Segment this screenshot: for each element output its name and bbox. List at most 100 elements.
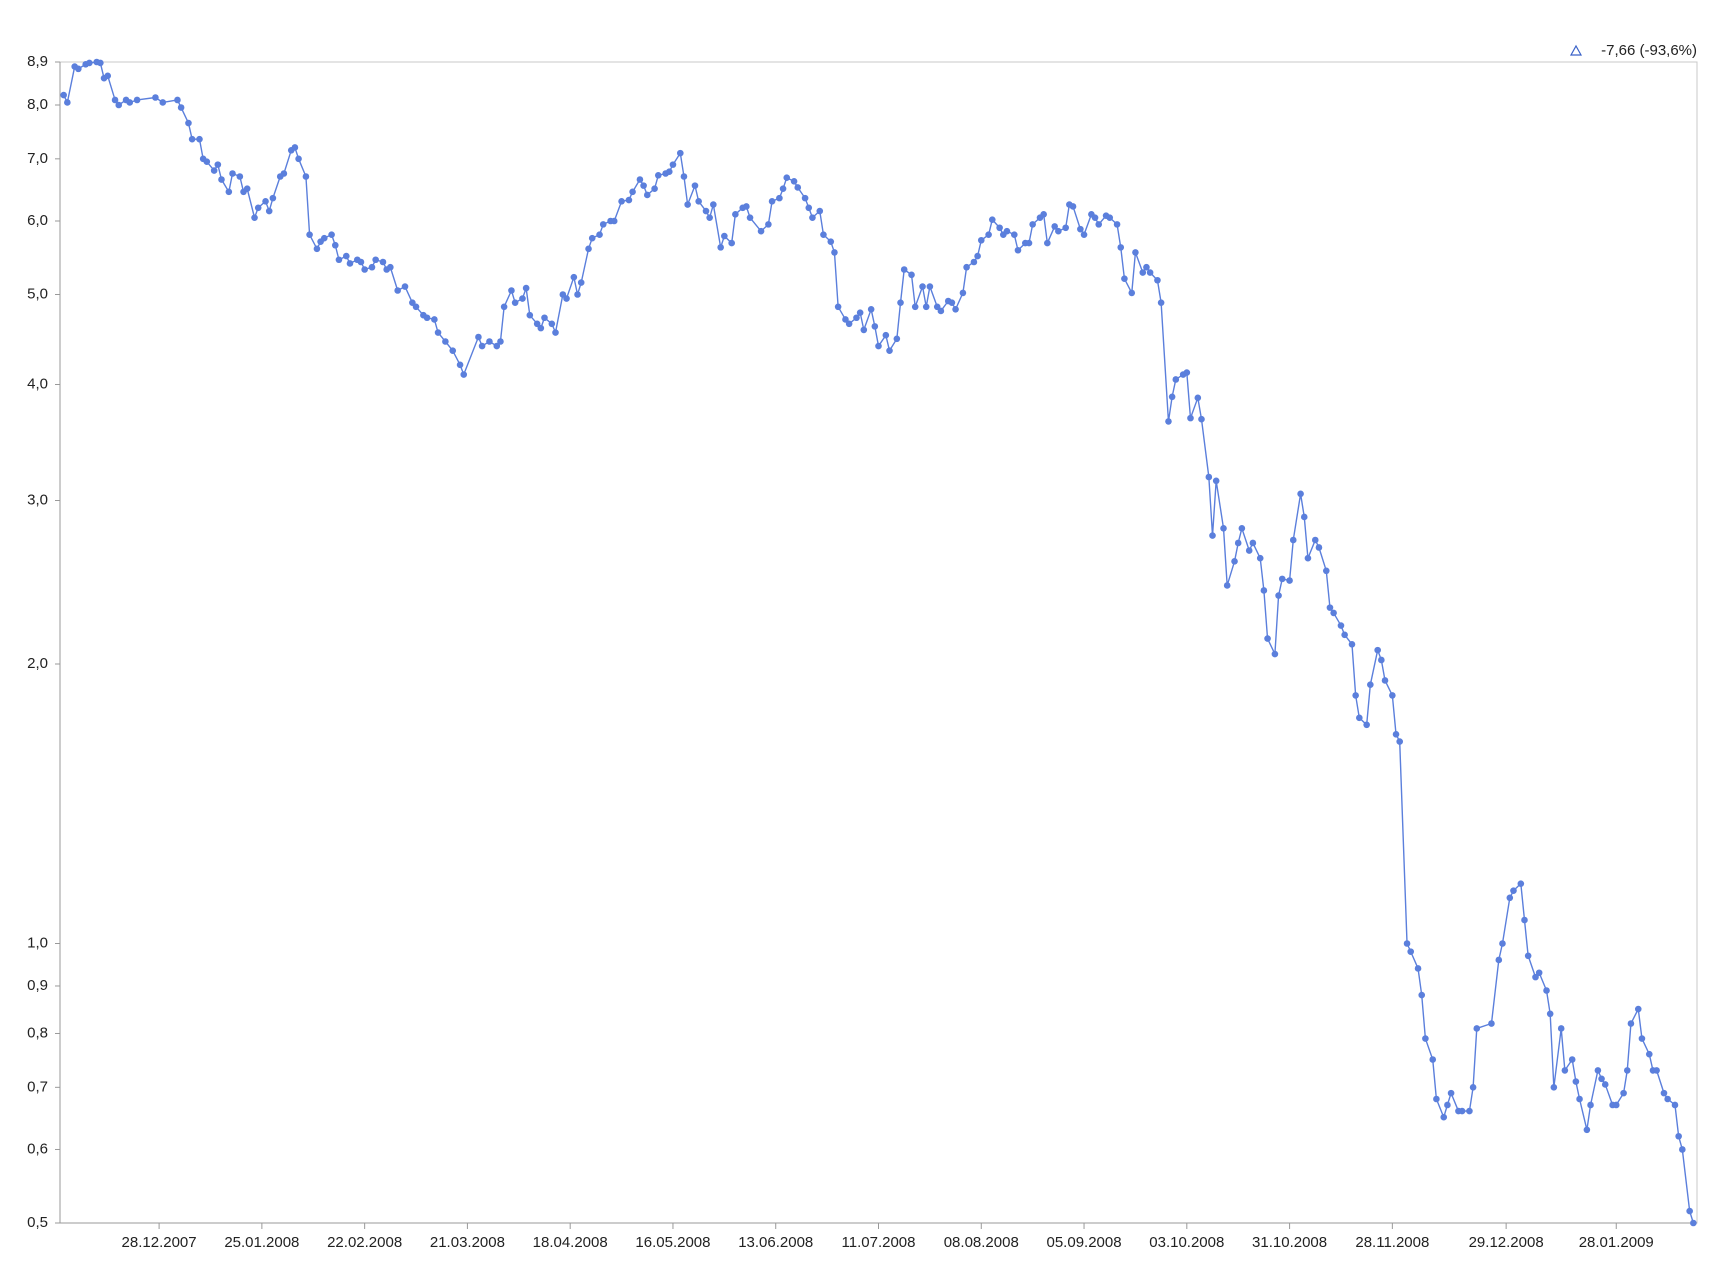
- point: [1392, 731, 1400, 738]
- point: [596, 231, 603, 238]
- point: [541, 314, 548, 322]
- point: [313, 245, 321, 253]
- point: [1499, 940, 1506, 947]
- point: [1422, 1035, 1429, 1042]
- point: [585, 245, 592, 253]
- x-tick-label: 18.04.2008: [533, 1234, 608, 1251]
- point: [537, 324, 545, 332]
- point: [1322, 567, 1330, 575]
- point: [335, 256, 343, 264]
- point: [1634, 1005, 1642, 1013]
- y-tick-label: 5,0: [27, 285, 48, 302]
- point: [1256, 554, 1264, 562]
- point: [1414, 965, 1422, 972]
- point: [1535, 969, 1543, 977]
- point: [133, 96, 141, 104]
- point: [1231, 558, 1238, 565]
- point: [1532, 973, 1539, 981]
- x-tick-label: 13.06.2008: [738, 1234, 813, 1251]
- point: [1040, 211, 1047, 218]
- y-tick-label: 6,0: [27, 212, 48, 229]
- point: [970, 258, 978, 266]
- point: [908, 271, 915, 279]
- point: [1337, 622, 1345, 629]
- point: [254, 204, 262, 212]
- point: [511, 299, 519, 306]
- point: [783, 174, 791, 182]
- point: [911, 303, 919, 311]
- y-tick-label: 0,6: [27, 1140, 48, 1157]
- point: [1172, 376, 1180, 383]
- point: [1014, 246, 1022, 254]
- x-tick-label: 03.10.2008: [1149, 1234, 1224, 1251]
- x-tick-label: 22.02.2008: [327, 1234, 402, 1251]
- y-tick-label: 0,8: [27, 1024, 48, 1041]
- point: [853, 314, 860, 322]
- point: [188, 135, 196, 143]
- point: [126, 99, 134, 106]
- annotation: -7,66 (-93,6%): [1601, 42, 1697, 59]
- point: [1003, 227, 1011, 235]
- point: [86, 59, 93, 67]
- point: [948, 299, 956, 306]
- point: [497, 338, 504, 345]
- point: [357, 258, 365, 266]
- point: [291, 144, 299, 151]
- point: [768, 198, 776, 205]
- point: [1183, 369, 1191, 376]
- point: [306, 231, 313, 238]
- point: [577, 279, 585, 286]
- point: [871, 323, 879, 330]
- point: [1238, 525, 1246, 532]
- point: [218, 176, 225, 183]
- point: [570, 273, 578, 281]
- x-tick-label: 25.01.2008: [224, 1234, 299, 1251]
- point: [1679, 1146, 1686, 1153]
- point: [533, 320, 541, 328]
- point: [809, 214, 816, 221]
- point: [1653, 1067, 1660, 1074]
- point: [1690, 1219, 1697, 1227]
- point: [1132, 249, 1139, 256]
- point: [449, 347, 457, 354]
- point: [827, 238, 835, 245]
- point: [1601, 1081, 1609, 1088]
- point: [588, 234, 596, 242]
- point: [922, 303, 930, 311]
- point: [1311, 536, 1319, 544]
- point: [1278, 575, 1286, 583]
- point: [1106, 214, 1114, 221]
- y-tick-label: 8,0: [27, 96, 48, 113]
- point: [1264, 635, 1271, 642]
- point: [1378, 656, 1385, 664]
- point: [1194, 394, 1202, 402]
- point: [1675, 1132, 1682, 1140]
- point: [743, 203, 750, 210]
- point: [372, 256, 379, 264]
- point: [1168, 393, 1176, 401]
- point: [1495, 956, 1503, 964]
- point: [654, 171, 662, 179]
- point: [225, 188, 233, 196]
- point: [1234, 539, 1242, 547]
- point: [1433, 1095, 1440, 1103]
- point: [265, 207, 273, 215]
- point: [959, 289, 967, 297]
- point: [710, 201, 717, 208]
- point: [442, 338, 449, 345]
- point: [1348, 641, 1356, 648]
- point: [1645, 1050, 1653, 1058]
- point: [860, 326, 868, 334]
- point: [834, 303, 842, 311]
- point: [1517, 880, 1525, 887]
- point: [548, 320, 556, 328]
- point: [460, 371, 468, 378]
- point: [695, 198, 702, 205]
- point: [1304, 554, 1312, 562]
- point: [185, 119, 192, 127]
- point: [977, 236, 985, 244]
- point: [1260, 587, 1268, 594]
- point: [1576, 1095, 1583, 1103]
- point: [1212, 477, 1220, 485]
- point: [732, 211, 739, 218]
